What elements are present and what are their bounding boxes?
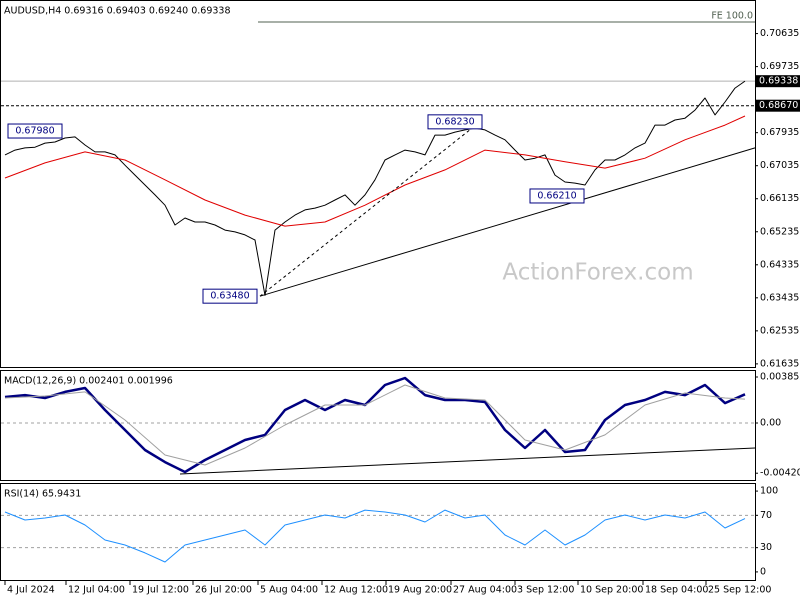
y-tick-label: 0.63435 (760, 292, 799, 303)
y-tick-label: 0.70635 (760, 28, 799, 39)
annotation-box (202, 288, 258, 304)
y-tick-label: 0.67035 (760, 160, 799, 171)
y-tick-label: 0.65235 (760, 226, 799, 237)
y-tick-label: 70 (760, 510, 772, 521)
price-label: 0.69338 (759, 76, 798, 87)
annotation-label: 0.68230 (435, 116, 474, 127)
annotation-box (427, 114, 483, 130)
watermark: ActionForex.com (502, 260, 693, 286)
y-tick-label: 100 (760, 486, 778, 497)
x-tick-label: 26 Jul 20:00 (195, 585, 252, 596)
panel-title: AUDUSD,H4 0.69316 0.69403 0.69240 0.6933… (4, 6, 231, 17)
series-line (4, 80, 746, 296)
annotation-box (7, 123, 63, 139)
annotation-label: 0.67980 (15, 126, 54, 137)
price-label-box (756, 99, 800, 112)
rsi-panel-frame (0, 483, 756, 581)
x-tick-label: 27 Aug 04:00 (453, 585, 517, 596)
panel-title: RSI(14) 65.9431 (4, 489, 81, 500)
annotation-box (529, 188, 585, 204)
price-label: 0.68670 (759, 100, 798, 111)
y-tick-label: 30 (760, 542, 772, 553)
x-tick-label: 3 Sep 12:00 (517, 585, 574, 596)
y-tick-label: 0.64335 (760, 259, 799, 270)
x-tick-label: 5 Aug 04:00 (260, 585, 318, 596)
annotation-label: 0.66210 (537, 190, 576, 201)
series-line (179, 447, 756, 475)
macd-panel-frame (0, 370, 756, 481)
y-tick-label: 0.61635 (760, 358, 799, 369)
fe-label: FE 100.0 (711, 11, 753, 22)
y-tick-label: 0.62535 (760, 325, 799, 336)
series-line (4, 384, 746, 466)
x-tick-label: 25 Sep 12:00 (708, 585, 771, 596)
x-tick-label: 10 Sep 20:00 (580, 585, 643, 596)
x-tick-label: 18 Sep 04:00 (645, 585, 708, 596)
series-line (4, 509, 746, 563)
y-tick-label: -0.004204 (760, 468, 800, 479)
series-line (4, 376, 746, 474)
y-tick-label: 0.00 (760, 417, 781, 428)
price-panel-frame (0, 0, 756, 368)
series-line (259, 147, 756, 297)
x-tick-label: 19 Aug 20:00 (388, 585, 452, 596)
y-tick-label: 0.66135 (760, 193, 799, 204)
annotation-label: 0.63480 (210, 291, 249, 302)
price-label-box (756, 75, 800, 88)
y-tick-label: 0.67935 (760, 127, 799, 138)
y-tick-label: 0.69735 (760, 61, 799, 72)
panel-title: MACD(12,26,9) 0.002401 0.001996 (4, 376, 173, 387)
y-tick-label: 0.003852 (760, 371, 800, 382)
y-tick-label: 0 (760, 566, 766, 577)
x-tick-label: 19 Jul 12:00 (132, 585, 189, 596)
series-line (259, 121, 481, 297)
x-tick-label: 12 Jul 04:00 (68, 585, 125, 596)
x-tick-label: 12 Aug 12:00 (324, 585, 388, 596)
x-tick-label: 4 Jul 2024 (7, 585, 55, 596)
series-line (4, 115, 746, 227)
